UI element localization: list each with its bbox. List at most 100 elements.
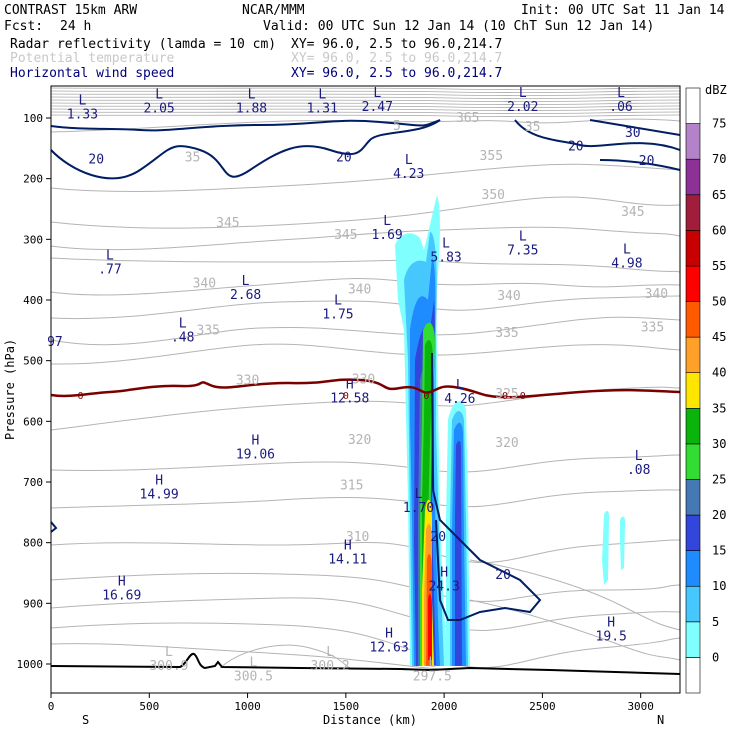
colorbar-level-label: 55: [712, 259, 726, 273]
colorbar-swatch: [685, 514, 701, 551]
colorbar-swatch: [685, 479, 701, 516]
wind-extreme-value: 12.58: [330, 391, 369, 406]
theta-contour-label: 365: [456, 111, 479, 126]
plot-frame: [50, 85, 681, 694]
theta-contour-label: 330: [236, 374, 259, 389]
theta-dense-line: [50, 87, 681, 91]
wind-contour-label: 20: [495, 568, 511, 583]
wind-extreme-marker: L: [635, 449, 643, 464]
colorbar-swatch: [685, 585, 701, 623]
y-axis: 100 200 300 400 500 600 700 800 900 1000: [17, 112, 51, 671]
wind-contour-20: [50, 119, 441, 180]
theta-dense-line: [50, 90, 681, 94]
x-tick-label: 2000: [431, 700, 458, 713]
wind-extreme-value: 14.11: [328, 553, 367, 568]
theta-dense-line: [50, 102, 681, 106]
wind-extreme-value: 12.63: [370, 641, 409, 656]
wind-extreme-marker: L: [334, 294, 342, 309]
wind-contour-20: [50, 521, 58, 533]
colorbar-swatch: [685, 265, 701, 302]
wind-extreme-marker: L: [456, 378, 464, 393]
wind-extreme-marker: L: [383, 214, 391, 229]
dbz-20-region-secondary: [455, 440, 462, 666]
y-tick-label: 300: [23, 233, 43, 246]
wind-extreme-value: 1.88: [236, 101, 267, 116]
wind-extreme-value: 4.98: [611, 257, 642, 272]
theta-contour: [219, 644, 351, 669]
freezing-level-line: [50, 378, 681, 399]
colorbar-swatch: [685, 407, 701, 445]
theta-contour-label: 340: [645, 287, 668, 302]
colorbar-swatch: [685, 443, 701, 480]
x-tick-label: 3000: [627, 700, 654, 713]
dbz-5-echo-2: [620, 516, 626, 570]
colorbar-level-label: 75: [712, 117, 726, 131]
wind-extreme-marker: H: [344, 539, 352, 554]
freezing-line-label: 0: [520, 391, 526, 402]
theta-dense-line: [50, 105, 681, 109]
theta-contour: [50, 226, 681, 251]
theta-contour-label: 330: [352, 372, 375, 387]
theta-contour: [50, 163, 681, 192]
wind-extreme-value: 1.69: [371, 228, 402, 243]
wind-extreme-value: .77: [98, 263, 121, 278]
x-axis: 0 500 1000 1500 2000 2500 3000: [48, 693, 654, 713]
x-tick-label: 0: [48, 700, 55, 713]
clipped-label: 97: [47, 335, 63, 350]
colorbar-level-label: 35: [712, 401, 726, 415]
colorbar-swatch: [685, 657, 701, 694]
theta-contour-label: 335: [641, 320, 664, 335]
terrain-line: [50, 652, 681, 675]
wind-extreme-marker: L: [519, 229, 527, 244]
theta-contour-label: 35: [525, 120, 541, 135]
theta-dense-line: [50, 111, 681, 115]
wind-extreme-value: .06: [609, 100, 632, 115]
y-tick-label: 1000: [17, 658, 44, 671]
colorbar-level-label: 65: [712, 188, 726, 202]
theta-extreme-marker: L: [165, 645, 173, 660]
colorbar: dBZ 0 5 10 15 20 25 30 35 40 45 50 55 60 65 70 75: [685, 83, 727, 694]
colorbar-level-label: 15: [712, 544, 726, 558]
wind-extreme-value: 7.35: [507, 243, 538, 258]
colorbar-level-label: 60: [712, 223, 726, 237]
y-tick-label: 500: [23, 355, 43, 368]
colorbar-level-label: 30: [712, 437, 726, 451]
theta-contour-label: 315: [340, 479, 363, 494]
field-xy-theta: XY= 96.0, 2.5 to 96.0,214.7: [291, 51, 502, 66]
theta-contour-label: 5: [393, 119, 401, 134]
theta-dense-line: [50, 114, 681, 118]
fcst-label: Fcst:: [4, 19, 43, 34]
x-end-label-right: N: [657, 713, 664, 727]
wind-extreme-value: 2.47: [362, 100, 393, 115]
theta-contour-label: 355: [480, 149, 503, 164]
x-tick-label: 1000: [234, 700, 261, 713]
fcst-value: 24 h: [60, 19, 91, 34]
wind-extreme-marker: H: [346, 377, 354, 392]
wind-extreme-value: 4.23: [393, 167, 424, 182]
field-name-theta: Potential temperature: [10, 51, 175, 66]
colorbar-swatch: [685, 550, 701, 587]
x-tick-label: 500: [139, 700, 159, 713]
wind-extreme-marker: H: [440, 565, 448, 580]
wind-extreme-value: 1.31: [307, 101, 338, 116]
wind-extreme-value: 2.02: [507, 100, 538, 115]
dbz-55-region: [428, 594, 432, 660]
field-xy-wind: XY= 96.0, 2.5 to 96.0,214.7: [291, 66, 502, 81]
freezing-line-label: 0: [502, 391, 508, 402]
theta-extreme-marker: L: [428, 656, 436, 671]
org-label: NCAR/MMM: [242, 3, 305, 18]
x-tick-label: 2500: [529, 700, 556, 713]
theta-extreme-value: 300.2: [311, 659, 350, 674]
wind-extreme-marker: L: [179, 317, 187, 332]
colorbar-swatch: [685, 87, 701, 124]
wind-contour-20: [50, 119, 441, 132]
y-tick-label: 200: [23, 173, 43, 186]
wind-contour-label: 20: [568, 140, 584, 155]
theta-extreme-value: 297.5: [413, 670, 452, 685]
theta-contour-label: 335: [495, 326, 518, 341]
theta-contour-label: 320: [348, 433, 371, 448]
wind-contours: [50, 119, 681, 621]
y-tick-label: 800: [23, 537, 43, 550]
wind-extreme-marker: L: [242, 274, 250, 289]
wind-contour-20: [431, 352, 542, 621]
